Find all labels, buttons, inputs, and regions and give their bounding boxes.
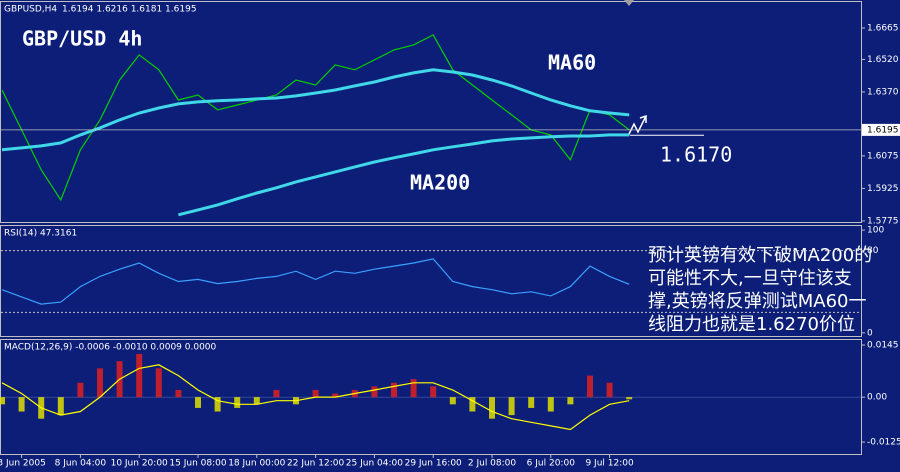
shift-marker [624, 0, 634, 6]
support-label: 1.6170 [660, 143, 732, 167]
x-tick-label: 22 Jun 12:00 [287, 459, 344, 469]
annotation: MA60 [548, 51, 596, 75]
panel-title: RSI(14) 47.3161 [4, 229, 77, 239]
annotation: GBP/USD 4h [22, 27, 142, 51]
panel-title: GBPUSD,H4 [4, 5, 57, 15]
histogram-bar [136, 354, 143, 398]
histogram-bar [332, 393, 339, 398]
y-tick-label: 1.6665 [867, 24, 899, 34]
x-tick-label: 9 Jul 12:00 [585, 459, 634, 469]
y-tick-label: 100 [867, 226, 884, 236]
note-line: 线阻力也就是1.6270价位 [648, 314, 855, 335]
y-tick-label: 80 [867, 246, 879, 256]
y-tick-label: 0.00 [867, 393, 887, 403]
x-tick-label: 6 Jul 20:00 [527, 459, 576, 469]
histogram-bar [18, 397, 25, 412]
note-line: 预计英镑有效下破MA200的 [648, 245, 872, 266]
y-tick-label: 1.5925 [867, 184, 899, 194]
y-tick-label: 1.6075 [867, 151, 899, 161]
y-tick-label: 0 [867, 328, 873, 338]
x-tick-label: 2 Jul 08:00 [468, 459, 517, 469]
x-tick-label: 15 Jun 08:00 [169, 459, 226, 469]
x-tick-label: 25 Jun 04:00 [346, 459, 403, 469]
y-tick-label: 1.5775 [867, 216, 899, 226]
histogram-bar [528, 397, 535, 408]
y-tick-label: 1.6370 [867, 87, 899, 97]
histogram-bar [77, 382, 84, 398]
price-box [862, 123, 900, 136]
histogram-bar [391, 382, 397, 398]
x-tick-label: 29 Jun 16:00 [405, 459, 462, 469]
x-tick-label: 18 Jun 00:00 [228, 459, 285, 469]
histogram-bar [469, 397, 476, 412]
histogram-bar [195, 397, 201, 408]
histogram-bar [567, 397, 574, 405]
histogram-bar [410, 379, 417, 398]
series-line [1, 364, 630, 431]
histogram-bar [508, 397, 515, 416]
histogram-bar [489, 397, 495, 419]
series-line [1, 68, 630, 152]
y-tick-label: 1.6520 [867, 55, 899, 65]
note-line: 可能性不大,一旦守住该支 [648, 268, 852, 289]
y-tick-label: 0.0145 [867, 341, 899, 351]
x-tick-label: 10 Jun 20:00 [111, 459, 168, 469]
x-tick-label: 3 Jun 2005 [0, 459, 46, 469]
histogram-bar [606, 382, 613, 398]
panel-title: MACD(12,26,9) -0.0006 -0.0010 0.0009 0.0… [4, 343, 217, 353]
subtitle: 1.6194 1.6216 1.6181 1.6195 [62, 5, 197, 15]
note-line: 撑,英镑将反弹测试MA60一 [648, 291, 866, 312]
histogram-bar [273, 389, 280, 398]
histogram-bar [253, 397, 260, 405]
annotation: MA200 [410, 171, 470, 195]
histogram-bar [175, 389, 182, 398]
series-line [1, 258, 630, 305]
histogram-bar [547, 397, 554, 412]
histogram-bar [0, 397, 5, 405]
histogram-bar [626, 397, 633, 400]
histogram-bar [371, 386, 378, 398]
current-price-label: 1.6195 [867, 125, 899, 135]
histogram-bar [57, 397, 64, 416]
histogram-bar [214, 397, 221, 412]
histogram-bar [155, 368, 162, 398]
histogram-bar [430, 386, 437, 398]
rsi-panel [0, 225, 862, 337]
histogram-bar [312, 389, 319, 398]
series-line [1, 34, 630, 202]
histogram-bar [97, 368, 103, 398]
price-panel [0, 1, 862, 223]
series-line [178, 133, 630, 217]
y-tick-label: -0.0125 [867, 438, 900, 448]
histogram-bar [234, 397, 241, 408]
histogram-bar [449, 397, 456, 405]
histogram-bar [587, 375, 593, 398]
x-tick-label: 8 Jun 04:00 [55, 459, 107, 469]
